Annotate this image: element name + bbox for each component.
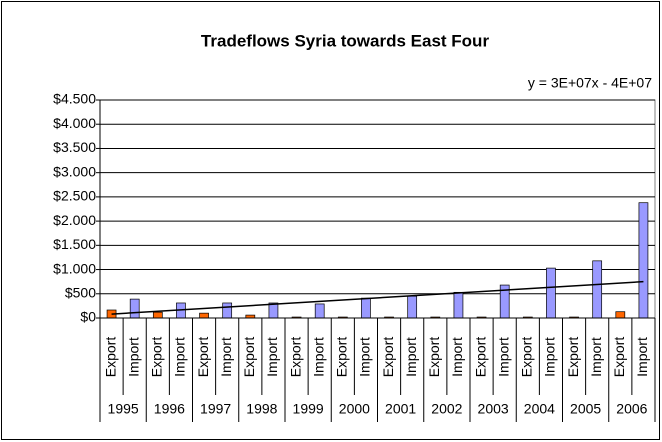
y-tick-label: $3.500 [53, 139, 96, 155]
bar [222, 302, 233, 319]
bar [152, 311, 163, 319]
x-sub-label: Import [264, 337, 280, 377]
trendline [111, 280, 644, 315]
x-sub-label: Export [149, 337, 165, 378]
x-sub-label: Export [195, 337, 211, 378]
x-tick-label: 1997 [200, 401, 231, 417]
x-sub-label: Import [172, 337, 188, 377]
x-tick-label: 2000 [339, 401, 370, 417]
x-tick-label: 1995 [108, 401, 139, 417]
x-sub-label: Export [334, 337, 350, 378]
chart-title: Tradeflows Syria towards East Four [201, 31, 490, 50]
y-tick-label: $500 [65, 284, 96, 300]
x-sub-label: Import [357, 337, 373, 377]
x-sub-label: Import [542, 337, 558, 377]
x-sub-label: Export [472, 337, 488, 378]
plot-area [99, 99, 656, 319]
x-sub-label: Export [611, 337, 627, 378]
bar [592, 260, 603, 319]
x-tick-label: 2001 [385, 401, 416, 417]
x-sub-label: Export [565, 337, 581, 378]
bar [199, 312, 209, 319]
bar [129, 298, 140, 319]
x-sub-label: Export [519, 337, 535, 378]
y-tick-label: $4.500 [53, 91, 96, 107]
x-sub-label: Import [125, 337, 141, 377]
x-sub-label: Export [102, 337, 118, 378]
x-tick-label: 2005 [570, 401, 601, 417]
bar [314, 303, 325, 319]
x-tick-label: 1998 [246, 401, 277, 417]
bar [546, 267, 556, 319]
y-tick-label: $1.000 [53, 260, 96, 276]
y-tick-label: $0 [80, 309, 96, 325]
x-tick-label: 2003 [478, 401, 509, 417]
x-sub-label: Export [380, 337, 396, 378]
y-tick-label: $3.000 [53, 163, 96, 179]
y-tick-label: $2.500 [53, 188, 96, 204]
x-sub-label: Export [426, 337, 442, 378]
trendline-equation: y = 3E+07x - 4E+07 [528, 75, 652, 91]
x-sub-label: Export [287, 337, 303, 378]
x-sub-label: Export [241, 337, 257, 378]
x-tick-label: 1999 [293, 401, 324, 417]
x-tick-label: 2006 [616, 401, 647, 417]
bar [361, 297, 371, 319]
x-sub-label: Import [495, 337, 511, 377]
x-tick-label: 2002 [431, 401, 462, 417]
bar [407, 295, 418, 319]
x-tick-label: 2004 [524, 401, 555, 417]
x-sub-label: Import [403, 337, 419, 377]
x-sub-label: Import [449, 337, 465, 377]
x-sub-label: Import [588, 337, 604, 377]
x-sub-label: Import [310, 337, 326, 377]
bar [453, 291, 464, 319]
x-sub-label: Import [634, 337, 650, 377]
y-tick-label: $2.000 [53, 212, 96, 228]
bar [268, 302, 279, 319]
y-tick-label: $4.000 [53, 115, 96, 131]
bar [638, 202, 649, 319]
y-tick-label: $1.500 [53, 236, 96, 252]
bar [615, 311, 626, 319]
x-tick-label: 1996 [154, 401, 185, 417]
x-sub-label: Import [218, 337, 234, 377]
